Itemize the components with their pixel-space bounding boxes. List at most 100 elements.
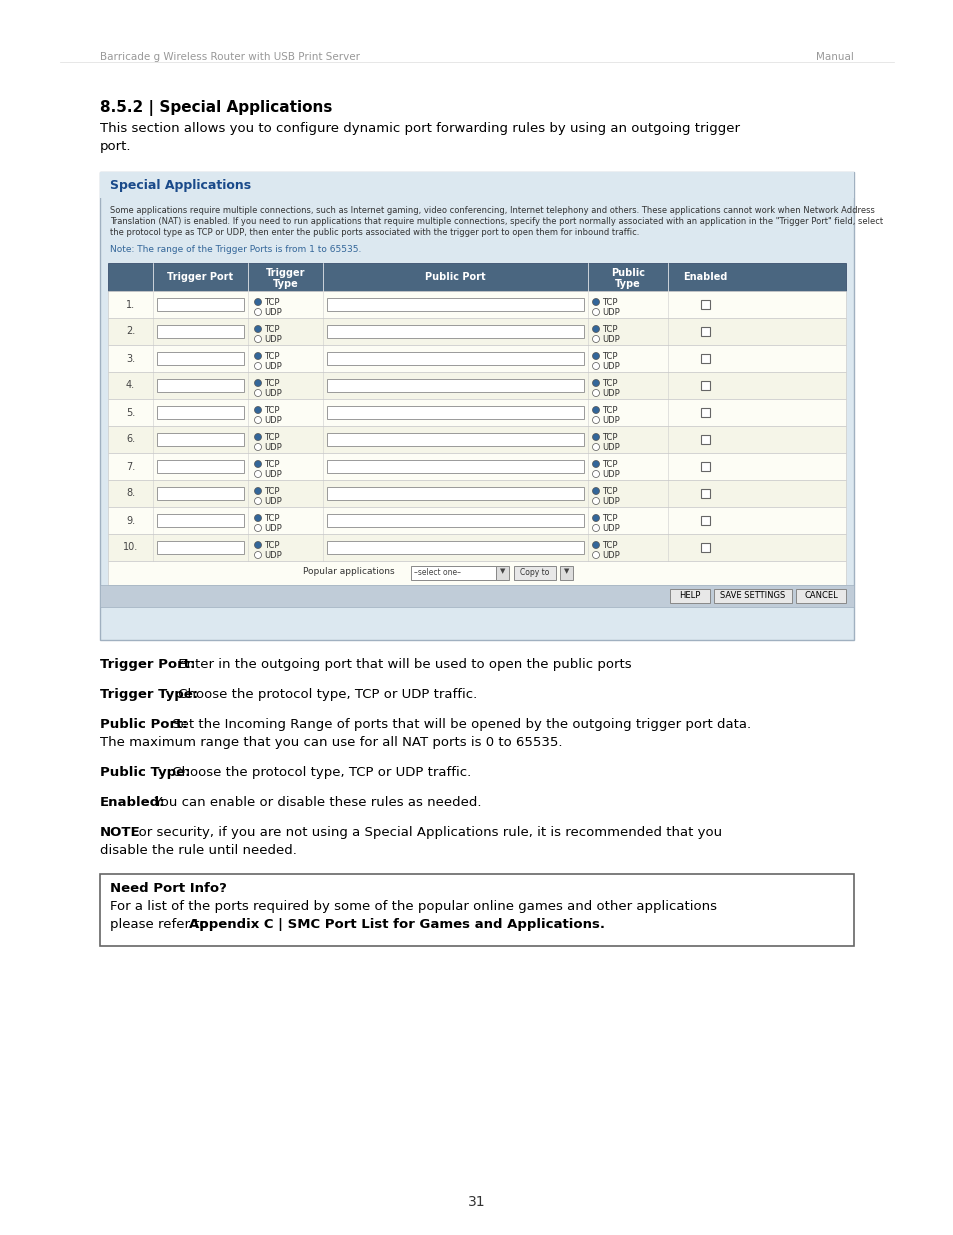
Bar (108, 480, 845, 508)
Bar (157, 514, 244, 527)
Circle shape (254, 433, 261, 441)
Circle shape (254, 498, 261, 505)
Text: UDP: UDP (601, 496, 619, 506)
Text: TCP: TCP (601, 352, 617, 361)
Text: Type: Type (615, 279, 640, 289)
Text: 4.: 4. (126, 380, 135, 390)
Text: 5.: 5. (126, 408, 135, 417)
Text: Trigger Type:: Trigger Type: (100, 688, 198, 701)
Bar (157, 541, 244, 555)
Text: For a list of the ports required by some of the popular online games and other a: For a list of the ports required by some… (110, 900, 717, 913)
Text: Trigger Port:: Trigger Port: (100, 658, 195, 671)
Text: Barricade g Wireless Router with USB Print Server: Barricade g Wireless Router with USB Pri… (100, 52, 359, 62)
Text: Appendix C | SMC Port List for Games and Applications.: Appendix C | SMC Port List for Games and… (189, 918, 604, 931)
Bar (411, 566, 496, 580)
Text: HELP: HELP (679, 592, 700, 600)
Text: Set the Incoming Range of ports that will be opened by the outgoing trigger port: Set the Incoming Range of ports that wil… (169, 718, 751, 731)
Text: UDP: UDP (264, 389, 281, 398)
Bar (700, 300, 709, 309)
Bar (700, 516, 709, 525)
Bar (108, 291, 845, 317)
Bar (327, 379, 583, 391)
Bar (100, 874, 853, 946)
Text: Special Applications: Special Applications (110, 179, 251, 191)
Text: UDP: UDP (264, 308, 281, 317)
Text: 10.: 10. (123, 542, 138, 552)
Text: TCP: TCP (264, 487, 279, 496)
Text: 7.: 7. (126, 462, 135, 472)
Bar (795, 589, 845, 603)
Text: –select one–: –select one– (414, 568, 460, 577)
Bar (157, 487, 244, 500)
Text: : For security, if you are not using a Special Applications rule, it is recommen: : For security, if you are not using a S… (123, 826, 721, 839)
Bar (327, 514, 583, 527)
Circle shape (254, 389, 261, 396)
Circle shape (254, 416, 261, 424)
Text: 31: 31 (468, 1195, 485, 1209)
Circle shape (254, 461, 261, 468)
Text: TCP: TCP (601, 325, 617, 333)
Text: Public Type:: Public Type: (100, 766, 191, 779)
Circle shape (254, 488, 261, 494)
Circle shape (592, 433, 598, 441)
Text: TCP: TCP (601, 406, 617, 415)
Circle shape (254, 363, 261, 369)
Text: port.: port. (100, 140, 132, 153)
Bar (157, 325, 244, 338)
Text: UDP: UDP (264, 471, 281, 479)
Circle shape (254, 515, 261, 521)
Text: TCP: TCP (264, 379, 279, 388)
Bar (100, 585, 853, 606)
Text: UDP: UDP (601, 416, 619, 425)
Bar (700, 462, 709, 471)
Text: UDP: UDP (601, 443, 619, 452)
Bar (108, 263, 845, 291)
Text: Trigger: Trigger (266, 268, 305, 278)
Circle shape (592, 416, 598, 424)
Bar (327, 325, 583, 338)
Bar (108, 317, 845, 345)
Bar (157, 379, 244, 391)
Text: TCP: TCP (601, 379, 617, 388)
Text: UDP: UDP (264, 362, 281, 370)
Text: UDP: UDP (601, 335, 619, 345)
Text: Public Port: Public Port (425, 272, 485, 282)
Circle shape (254, 471, 261, 478)
Text: Enabled: Enabled (682, 272, 727, 282)
Text: TCP: TCP (264, 352, 279, 361)
Text: UDP: UDP (601, 308, 619, 317)
Text: UDP: UDP (601, 362, 619, 370)
Circle shape (592, 552, 598, 558)
Text: 3.: 3. (126, 353, 135, 363)
Bar (157, 352, 244, 366)
Bar (669, 589, 709, 603)
Bar (108, 345, 845, 372)
Circle shape (254, 299, 261, 305)
Text: TCP: TCP (264, 433, 279, 442)
Text: TCP: TCP (601, 541, 617, 550)
Text: TCP: TCP (601, 514, 617, 522)
Bar (700, 382, 709, 390)
Bar (157, 298, 244, 311)
Text: TCP: TCP (264, 459, 279, 469)
Text: Manual: Manual (815, 52, 853, 62)
Circle shape (254, 541, 261, 548)
Text: This section allows you to configure dynamic port forwarding rules by using an o: This section allows you to configure dyn… (100, 122, 740, 135)
Text: TCP: TCP (264, 514, 279, 522)
Bar (327, 487, 583, 500)
Bar (100, 172, 853, 198)
Text: UDP: UDP (264, 416, 281, 425)
Bar (157, 406, 244, 419)
Text: TCP: TCP (264, 406, 279, 415)
Text: disable the rule until needed.: disable the rule until needed. (100, 844, 296, 857)
Bar (559, 566, 573, 580)
Text: Enter in the outgoing port that will be used to open the public ports: Enter in the outgoing port that will be … (173, 658, 631, 671)
Bar (496, 566, 509, 580)
Circle shape (592, 379, 598, 387)
Bar (700, 489, 709, 498)
Bar (327, 433, 583, 446)
Text: UDP: UDP (264, 335, 281, 345)
Text: UDP: UDP (264, 443, 281, 452)
Circle shape (592, 389, 598, 396)
Text: TCP: TCP (601, 459, 617, 469)
